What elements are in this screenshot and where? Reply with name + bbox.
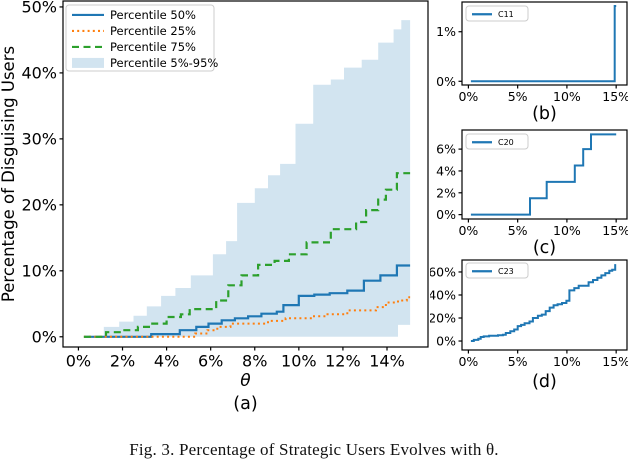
legend-label: C11 (498, 10, 514, 19)
chart-main-percentiles: 0% 2% 4% 6% 8% 10% 12% 14% 0% 10% 20% 30% 40% 50% θ Per… (0, 0, 429, 414)
x-tick-label: 10% (553, 89, 581, 104)
x-tick-label: 15% (602, 354, 628, 369)
x-tick-label: 5% (508, 89, 528, 104)
y-tick-label: 20% (430, 311, 456, 326)
x-tick-label: 2% (110, 352, 135, 371)
x-tick-label: 6% (198, 352, 223, 371)
legend-patch (72, 57, 104, 68)
y-tick-label: 2% (436, 185, 456, 200)
chart-c11: 0% 5% 10% 15% 0% 1% (b) C11 (430, 0, 628, 129)
y-tick-label: 0% (32, 328, 57, 347)
subplot-label: (a) (233, 394, 257, 414)
legend-label: Percentile 25% (110, 24, 196, 38)
x-tick-label: 5% (508, 223, 528, 238)
x-tick-label: 10% (281, 352, 317, 371)
x-tick-label: 12% (325, 352, 361, 371)
series-c23 (470, 264, 617, 342)
subplot-label: (d) (532, 372, 557, 392)
x-tick-label: 0% (458, 89, 478, 104)
legend-label: Percentile 75% (110, 40, 196, 54)
plot-border (461, 129, 628, 220)
x-tick-label: 10% (553, 223, 581, 238)
chart-c20: 0% 5% 10% 15% 0% 2% 4% 6% (c) C20 (430, 125, 628, 260)
y-tick-label: 1% (436, 24, 456, 39)
subplot-label: (b) (532, 104, 557, 124)
legend-label: C23 (498, 267, 514, 276)
legend-box (65, 4, 215, 72)
legend-label: Percentile 5%-95% (110, 56, 218, 70)
plot-border (461, 259, 628, 351)
plot-border (62, 0, 429, 348)
y-tick-label: 0% (436, 334, 456, 349)
y-tick-label: 60% (430, 264, 456, 279)
x-tick-label: 15% (602, 223, 628, 238)
series-percentile-75- (83, 172, 411, 338)
x-tick-label: 0% (458, 354, 478, 369)
plot-border (461, 1, 628, 86)
x-axis-label: θ (240, 371, 251, 391)
x-tick-label: 15% (602, 89, 628, 104)
legend-box (465, 133, 529, 150)
x-tick-label: 5% (508, 354, 528, 369)
y-tick-label: 10% (21, 262, 57, 281)
chart-c-svg: 0% 5% 10% 15% 0% 2% 4% 6% (c) C20 (436, 129, 628, 258)
x-tick-label: 0% (66, 352, 91, 371)
series-percentile-50- (83, 264, 411, 338)
subplot-label: (c) (533, 238, 556, 256)
series-c11 (470, 5, 617, 83)
y-tick-label: 20% (21, 196, 57, 215)
y-tick-label: 0% (436, 74, 456, 89)
y-tick-label: 30% (21, 130, 57, 149)
x-tick-label: 10% (553, 354, 581, 369)
y-tick-label: 40% (21, 64, 57, 83)
legend-box (465, 262, 529, 279)
series-c20 (470, 133, 617, 216)
y-tick-label: 6% (436, 142, 456, 157)
figure-caption: Fig. 3. Percentage of Strategic Users Ev… (129, 440, 499, 459)
chart-b-svg: 0% 5% 10% 15% 0% 1% (b) C11 (436, 1, 628, 124)
y-axis-label: Percentage of Disguising Users (0, 46, 18, 302)
chart-a-svg: 0% 2% 4% 6% 8% 10% 12% 14% 0% 10% 20% 30% 40% 50% θ Per… (0, 0, 429, 414)
x-tick-label: 14% (369, 352, 405, 371)
x-tick-label: 0% (458, 223, 478, 238)
chart-c23: 0% 5% 10% 15% 0% 20% 40% 60% (d) C23 (428, 250, 628, 396)
legend-label: Percentile 50% (110, 8, 196, 22)
band-percentile-5-95 (99, 20, 411, 337)
y-tick-label: 50% (21, 0, 57, 17)
x-tick-label: 4% (154, 352, 179, 371)
y-tick-label: 40% (430, 287, 456, 302)
y-tick-label: 4% (436, 163, 456, 178)
y-tick-label: 0% (436, 207, 456, 222)
legend-label: C20 (498, 138, 514, 147)
chart-d-svg: 0% 5% 10% 15% 0% 20% 40% 60% (d) C23 (428, 259, 628, 392)
x-tick-label: 8% (242, 352, 267, 371)
legend-box (465, 5, 529, 22)
